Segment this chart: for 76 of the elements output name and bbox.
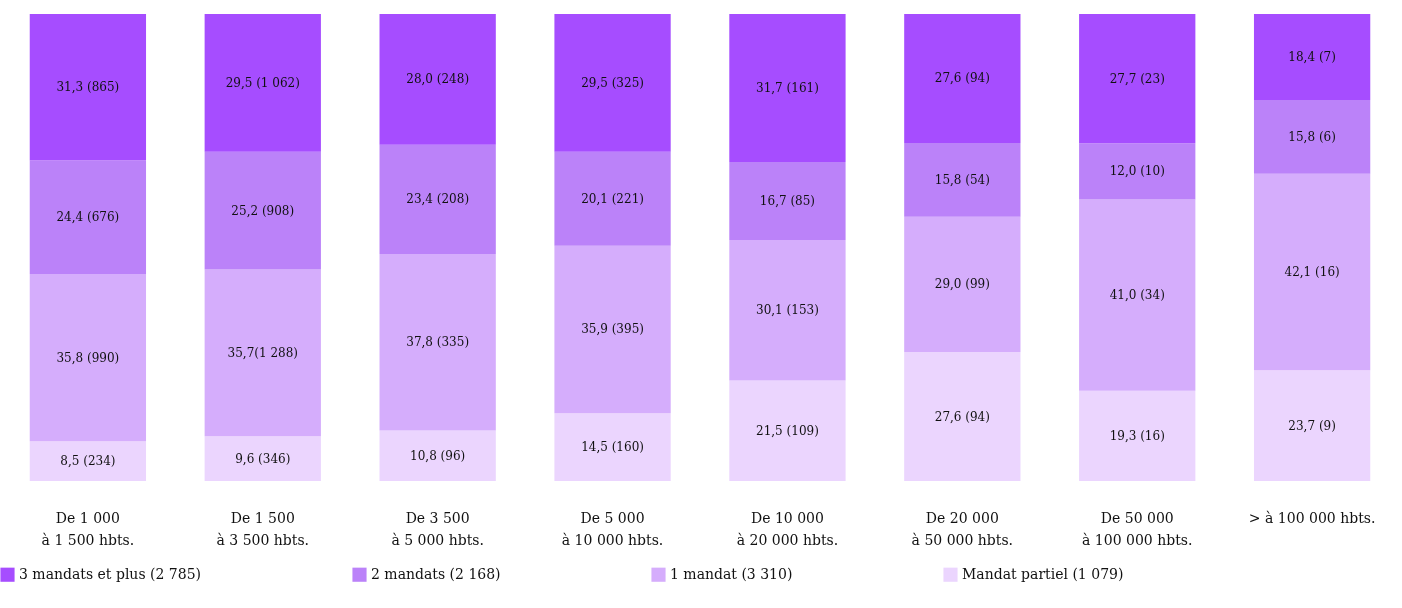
bar bbox=[204, 436, 321, 481]
data-label: 29,0 (99) bbox=[934, 277, 990, 292]
data-label: 12,0 (10) bbox=[1109, 164, 1165, 179]
bar bbox=[554, 413, 671, 481]
bar bbox=[904, 352, 1021, 481]
data-label: 28,0 (248) bbox=[406, 72, 470, 87]
data-label: 19,3 (16) bbox=[1109, 428, 1165, 443]
bar bbox=[554, 14, 671, 152]
data-label: 24,4 (676) bbox=[56, 210, 120, 225]
data-label: 8,5 (234) bbox=[60, 454, 116, 469]
data-label: 30,1 (153) bbox=[756, 303, 819, 318]
data-label: 15,8 (54) bbox=[934, 172, 990, 187]
data-label: 23,7 (9) bbox=[1288, 418, 1336, 433]
bar bbox=[554, 151, 671, 246]
x-tick-label: De 20 000 à 50 000 hbts. bbox=[911, 509, 1014, 548]
data-label: 15,8 (6) bbox=[1288, 129, 1336, 144]
x-tick-label: De 50 000 à 100 000 hbts. bbox=[1082, 509, 1193, 548]
bar bbox=[729, 240, 846, 381]
bar bbox=[379, 430, 496, 481]
bar bbox=[204, 151, 321, 270]
data-label: 31,3 (865) bbox=[56, 80, 120, 95]
data-label: 35,7(1 288) bbox=[227, 345, 298, 360]
bar bbox=[1253, 99, 1371, 174]
data-label: 27,6 (94) bbox=[934, 71, 990, 86]
data-label: 25,2 (908) bbox=[231, 203, 295, 218]
bar bbox=[904, 216, 1021, 353]
bar bbox=[904, 142, 1021, 217]
data-label: 9,6 (346) bbox=[235, 451, 291, 466]
legend-label: Mandat partiel (1 079) bbox=[962, 565, 1124, 582]
data-label: 16,7 (85) bbox=[759, 194, 816, 209]
bar bbox=[1079, 390, 1196, 481]
bar bbox=[204, 14, 321, 152]
data-label: 10,8 (96) bbox=[410, 448, 466, 463]
x-tick-label: De 1 000 à 1 500 hbts. bbox=[41, 509, 135, 548]
data-label: 29,5 (325) bbox=[581, 75, 644, 90]
data-label: 27,7 (23) bbox=[1109, 71, 1165, 86]
data-label: 18,4 (7) bbox=[1288, 49, 1336, 64]
bar bbox=[29, 274, 147, 442]
bar bbox=[1253, 14, 1371, 100]
bar bbox=[379, 14, 496, 145]
x-tick-label: > à 100 000 hbts. bbox=[1248, 509, 1376, 526]
bar bbox=[29, 160, 147, 275]
bar bbox=[29, 14, 147, 161]
bar bbox=[1079, 14, 1196, 144]
bar bbox=[204, 269, 321, 437]
x-tick-label: De 5 000 à 10 000 hbts. bbox=[561, 509, 664, 548]
data-label: 31,7 (161) bbox=[756, 81, 819, 96]
bar bbox=[729, 162, 846, 241]
bar bbox=[1253, 173, 1371, 371]
data-label: 20,1 (221) bbox=[581, 191, 644, 206]
data-label: 35,8 (990) bbox=[56, 350, 120, 365]
data-label: 27,6 (94) bbox=[934, 409, 990, 424]
data-label: 29,5 (1 062) bbox=[225, 75, 300, 90]
bar bbox=[729, 380, 846, 481]
x-tick-label: De 1 500 à 3 500 hbts. bbox=[216, 509, 310, 548]
legend-label: 3 mandats et plus (2 785) bbox=[19, 565, 202, 582]
bar bbox=[1079, 143, 1196, 200]
bar bbox=[904, 14, 1021, 143]
bar bbox=[29, 441, 147, 481]
legend-label: 1 mandat (3 310) bbox=[670, 565, 793, 582]
data-label: 41,0 (34) bbox=[1109, 288, 1165, 303]
data-label: 35,9 (395) bbox=[581, 322, 644, 337]
bar bbox=[554, 245, 671, 414]
bar bbox=[1079, 199, 1196, 391]
data-label: 37,8 (335) bbox=[406, 335, 470, 350]
data-label: 21,5 (109) bbox=[756, 423, 819, 438]
x-tick-label: De 10 000 à 20 000 hbts. bbox=[736, 509, 839, 548]
bar bbox=[379, 144, 496, 255]
data-label: 23,4 (208) bbox=[406, 192, 470, 207]
bar bbox=[729, 14, 846, 163]
x-tick-label: De 3 500 à 5 000 hbts. bbox=[391, 509, 484, 548]
bar bbox=[1253, 370, 1371, 481]
legend-label: 2 mandats (2 168) bbox=[371, 565, 501, 582]
data-label: 14,5 (160) bbox=[581, 440, 644, 455]
bar bbox=[379, 254, 496, 431]
data-label: 42,1 (16) bbox=[1284, 265, 1340, 280]
